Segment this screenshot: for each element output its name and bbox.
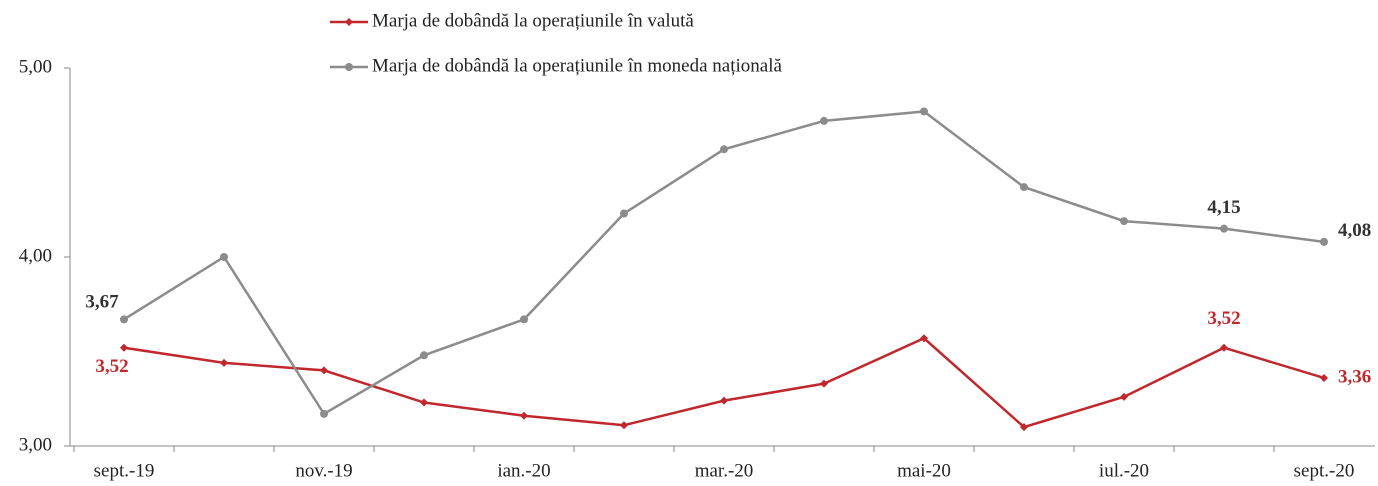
data-label: 4,08 [1338, 220, 1371, 241]
y-tick-label: 3,00 [19, 434, 52, 455]
point [1020, 183, 1028, 192]
point [120, 315, 128, 324]
legend-label: Marja de dobândă la operațiunile în valu… [372, 10, 694, 31]
point [920, 334, 928, 343]
y-tick-label: 5,00 [19, 56, 52, 77]
point [720, 145, 728, 154]
x-tick-label: iul.-20 [1099, 460, 1149, 481]
legend-marker [345, 63, 353, 71]
x-tick-label: sept.-19 [94, 460, 155, 481]
point [1220, 224, 1228, 233]
x-tick-label: mar.-20 [695, 460, 754, 481]
x-tick-label: nov.-19 [295, 460, 352, 481]
y-tick-label: 4,00 [19, 245, 52, 266]
point [1020, 423, 1028, 432]
legend-marker [345, 18, 353, 26]
data-label: 4,15 [1207, 197, 1240, 218]
point [820, 116, 828, 125]
point [420, 351, 428, 360]
x-tick-label: sept.-20 [1294, 460, 1355, 481]
x-tick-label: mai-20 [897, 460, 951, 481]
point [520, 411, 528, 420]
x-tick-label: ian.-20 [497, 460, 550, 481]
point [120, 343, 128, 352]
data-label: 3,52 [1207, 308, 1240, 329]
data-label: 3,52 [95, 356, 128, 377]
point [1220, 343, 1228, 352]
point [620, 421, 628, 430]
point [620, 209, 628, 218]
point [220, 358, 228, 367]
point [720, 396, 728, 405]
legend-label: Marja de dobândă la operațiunile în mone… [372, 55, 782, 76]
point [320, 366, 328, 375]
point [1120, 217, 1128, 226]
data-label: 3,67 [85, 292, 119, 313]
point [920, 107, 928, 116]
point [320, 409, 328, 418]
data-label: 3,36 [1338, 366, 1371, 387]
point [820, 379, 828, 388]
point [420, 398, 428, 407]
point [520, 315, 528, 324]
point [1320, 373, 1328, 382]
point [220, 253, 228, 261]
point [1120, 392, 1128, 401]
point [1320, 237, 1328, 246]
